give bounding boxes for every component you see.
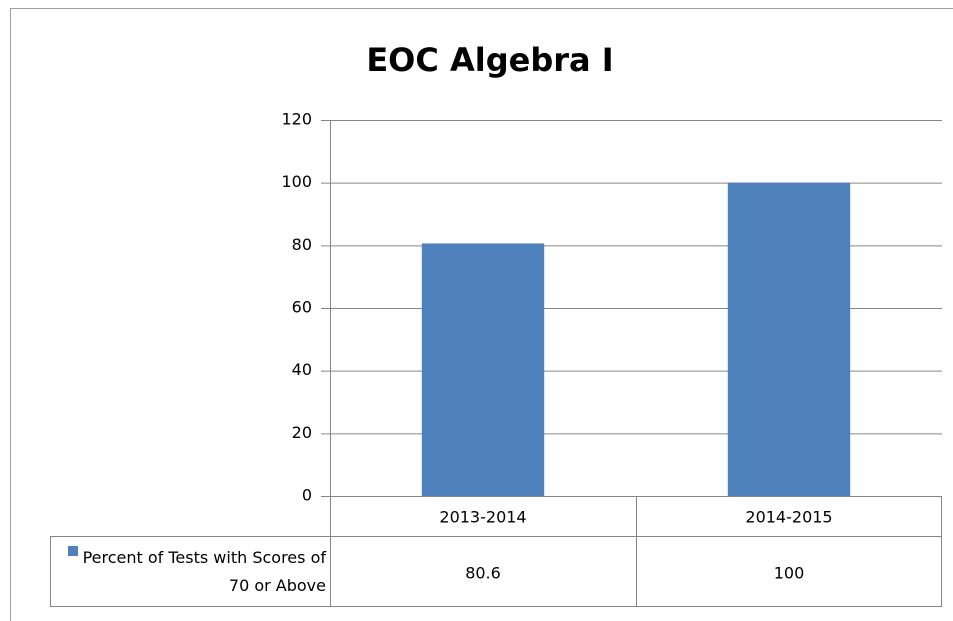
chart-title: EOC Algebra I (366, 41, 613, 79)
data-table-grid (50, 496, 942, 607)
y-tick-label: 100 (281, 172, 312, 191)
legend-label: Percent of Tests with Scores of 70 or Ab… (60, 538, 326, 606)
legend-text: Percent of Tests with Scores of 70 or Ab… (82, 548, 326, 595)
y-tick-label: 120 (281, 110, 312, 129)
y-tick-label: 60 (292, 298, 312, 317)
data-table-value: 80.6 (465, 564, 501, 583)
x-tick-label: 2013-2014 (439, 508, 526, 527)
bar (421, 243, 545, 496)
y-tick-label: 40 (292, 360, 312, 379)
x-tick-label: 2014-2015 (745, 508, 832, 527)
y-tick-label: 20 (292, 423, 312, 442)
data-table-value: 100 (774, 564, 805, 583)
legend-key (68, 546, 78, 556)
y-tick-label: 0 (302, 486, 312, 505)
bar (727, 182, 851, 496)
y-tick-label: 80 (292, 235, 312, 254)
